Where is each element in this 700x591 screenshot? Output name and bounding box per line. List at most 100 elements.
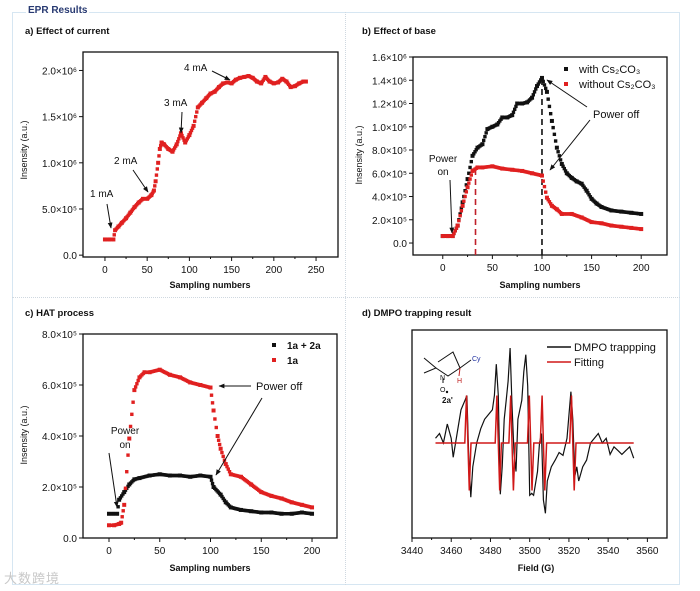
plot-frame (411, 329, 668, 539)
atom-H: H (457, 378, 462, 385)
data-point (464, 183, 469, 187)
data-point (547, 200, 552, 204)
x-axis-label: Sampling numbers (169, 563, 250, 573)
series-line-dmpo (435, 347, 635, 514)
data-point (552, 132, 557, 137)
legend-label: DMPO trappping (574, 342, 656, 354)
data-point (156, 160, 161, 165)
data-point (484, 131, 488, 135)
data-point (220, 450, 224, 455)
data-point (122, 502, 127, 507)
data-point (586, 191, 590, 195)
y-tick-label: 0.0 (63, 251, 77, 262)
data-point (548, 111, 553, 116)
data-point (191, 123, 196, 128)
data-point (498, 119, 502, 123)
data-point (639, 211, 644, 216)
data-point (557, 154, 562, 158)
data-point (544, 195, 549, 200)
data-point (187, 133, 192, 138)
y-tick-label: 2.0×10⁵ (372, 216, 407, 227)
data-point (171, 148, 176, 152)
data-point (303, 79, 308, 84)
legend-label: with Cs₂CO₃ (578, 64, 640, 76)
data-point (153, 179, 158, 184)
data-point (468, 165, 472, 170)
data-point (459, 209, 464, 213)
data-point (131, 400, 135, 404)
data-point (176, 139, 180, 144)
data-point (512, 107, 517, 112)
annotation-arrow (211, 70, 231, 81)
annotation-label: 1 mA (90, 189, 114, 200)
data-point (455, 223, 460, 228)
data-point (184, 138, 188, 143)
data-point (170, 149, 175, 154)
x-tick-label: 100 (534, 263, 551, 274)
data-point (556, 150, 560, 154)
data-point (473, 150, 477, 154)
data-point (121, 509, 125, 513)
data-point (208, 474, 213, 479)
data-point (216, 438, 221, 442)
data-point (183, 140, 188, 145)
annotation-label: Power (429, 154, 458, 165)
data-point (125, 470, 129, 474)
data-point (194, 114, 198, 119)
data-point (483, 134, 487, 139)
data-point (119, 520, 124, 525)
data-point (133, 385, 138, 389)
data-point (221, 454, 225, 459)
data-point (465, 185, 470, 190)
data-point (481, 138, 486, 143)
data-point (182, 138, 186, 142)
annotation-arrow (546, 79, 588, 108)
data-point (458, 212, 462, 216)
data-point (120, 515, 124, 519)
atom-Cy: Cy (472, 356, 481, 363)
x-tick-label: 3500 (519, 546, 542, 557)
data-point (467, 171, 471, 175)
data-point (453, 229, 457, 233)
data-point (209, 393, 214, 397)
data-point (530, 95, 535, 100)
legend-marker (564, 82, 568, 86)
atom-O: O (440, 387, 446, 394)
x-tick-label: 3540 (597, 546, 620, 557)
data-point (178, 134, 182, 138)
data-point (546, 198, 550, 202)
y-tick-label: 4.0×10⁵ (372, 193, 407, 204)
annotation-arrow (108, 452, 119, 508)
data-point (189, 128, 194, 133)
data-point (190, 126, 195, 130)
panel-title-a: a) Effect of current (25, 26, 110, 37)
data-point (539, 75, 544, 80)
data-point (185, 137, 189, 141)
data-point (180, 133, 184, 138)
y-tick-label: 0.0 (63, 534, 77, 545)
data-point (214, 425, 218, 430)
y-tick-label: 8.0×10⁵ (372, 146, 407, 157)
data-point (157, 146, 162, 151)
x-tick-label: 200 (265, 265, 282, 276)
chart-a (79, 51, 339, 261)
data-point (541, 79, 545, 84)
data-point (158, 144, 163, 148)
data-point (111, 237, 116, 242)
data-point (549, 118, 554, 123)
x-tick-label: 3460 (440, 546, 463, 557)
x-axis-label: Field (G) (518, 563, 555, 573)
x-axis-label: Sampling numbers (499, 280, 580, 290)
data-point (460, 203, 465, 208)
data-point (220, 494, 224, 499)
annotation-label: on (437, 167, 448, 178)
data-point (554, 145, 559, 150)
annotation-arrow (178, 111, 184, 134)
annotation-label: Power off (593, 109, 640, 121)
data-point (450, 234, 455, 239)
data-point (117, 497, 122, 502)
y-axis-label: Insensity (a.u.) (19, 405, 29, 464)
data-point (226, 467, 230, 471)
series-line-fitting (435, 395, 634, 491)
data-point (581, 183, 585, 188)
